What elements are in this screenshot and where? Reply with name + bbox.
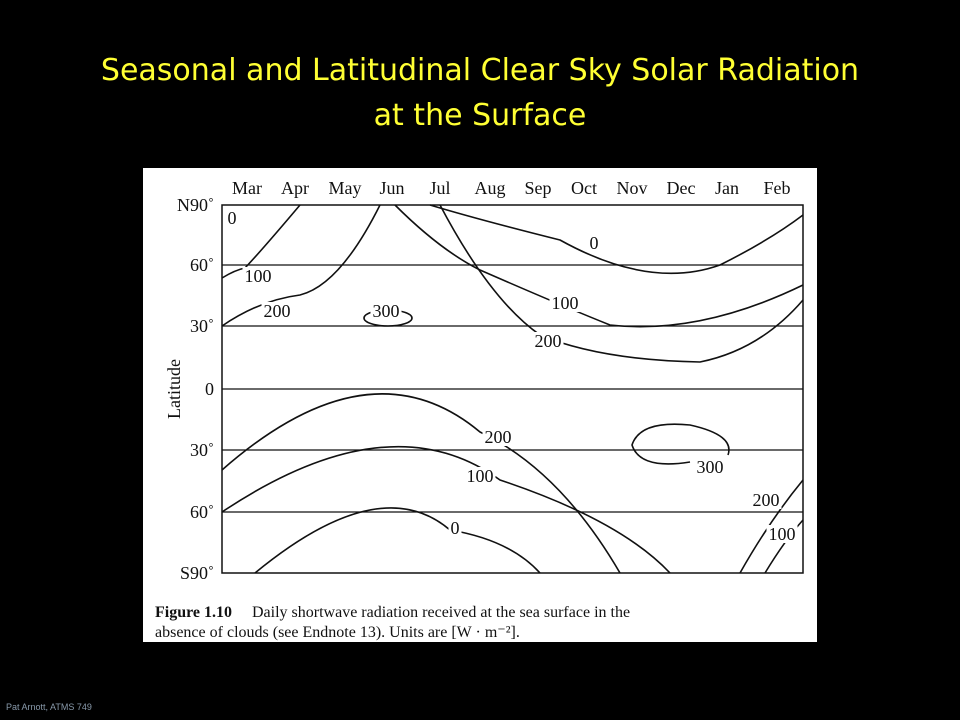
contour-label-bg [464, 467, 496, 485]
caption-line2: absence of clouds (see Endnote 13). Unit… [155, 624, 520, 641]
title-part: at the Surface [374, 98, 587, 133]
latitude-label: N90˚ [177, 195, 214, 215]
title-part: Seasonal and Latitudinal Clear Sky Solar… [101, 53, 859, 88]
contour-label: 0 [451, 518, 460, 538]
caption-label: Figure 1.10 [155, 604, 232, 621]
latitude-label: 0 [205, 379, 214, 399]
contour-label-bg [750, 491, 782, 509]
contour-label-bg [242, 267, 274, 285]
figure-background [143, 168, 817, 642]
figure: Mar Apr May Jun Jul Aug Sep Oct Nov Dec Jan Feb N90˚… [177, 178, 804, 583]
contour-label-bg [766, 525, 798, 543]
contour-label-bg [532, 332, 564, 350]
contour-label: 200 [753, 490, 780, 510]
footer: Pat Arnott, ATMS 749 [6, 702, 92, 712]
month-label: Jun [379, 178, 404, 198]
contour-label-bg [694, 458, 726, 476]
contour-label: 100 [552, 293, 579, 313]
month-label: Apr [281, 178, 309, 198]
month-label: Nov [617, 178, 648, 198]
contour-label-bg [448, 519, 462, 537]
contour-label-bg [482, 428, 514, 446]
title-line1: Seasonal and Latitudinal Clear Sky Solar… [101, 53, 859, 133]
contour-label: 200 [485, 427, 512, 447]
month-label: Jan [715, 178, 739, 198]
contour-label: 200 [535, 331, 562, 351]
month-label: May [329, 178, 362, 198]
month-label: Feb [764, 178, 791, 198]
contour-label-bg [549, 294, 581, 312]
contour-label-bg [261, 302, 293, 320]
latitude-label: 60˚ [190, 255, 214, 275]
contour [439, 204, 804, 363]
month-label: Mar [232, 178, 262, 198]
axis-label: Latitude [164, 359, 184, 419]
contour-label: 100 [467, 466, 494, 486]
contour-label-bg [587, 234, 601, 252]
contour [739, 479, 804, 574]
latitude-label: 60˚ [190, 502, 214, 522]
latitude-label: 30˚ [190, 440, 214, 460]
month-label: Oct [571, 178, 597, 198]
month-label: Jul [429, 178, 450, 198]
contour [764, 519, 804, 574]
month-label: Sep [525, 178, 552, 198]
month-label: Dec [667, 178, 696, 198]
contour [244, 204, 301, 269]
latitude-label: 30˚ [190, 316, 214, 336]
contour-label: 200 [264, 301, 291, 321]
contour [221, 204, 381, 327]
caption-line1: Daily shortwave radiation received at th… [252, 604, 630, 621]
month-label: Aug [475, 178, 506, 198]
contour-label: 300 [373, 301, 400, 321]
contour-label: 300 [697, 457, 724, 477]
contour [254, 507, 541, 574]
contour-label-bg [370, 302, 402, 320]
contour-label: 100 [769, 524, 796, 544]
contour [429, 204, 804, 275]
contour-label: 0 [590, 233, 599, 253]
contour-label: 100 [245, 266, 272, 286]
latitude-label: S90˚ [180, 563, 214, 583]
contour-label: 0 [228, 208, 237, 228]
contour [631, 423, 730, 465]
contour-label-bg [225, 209, 239, 227]
